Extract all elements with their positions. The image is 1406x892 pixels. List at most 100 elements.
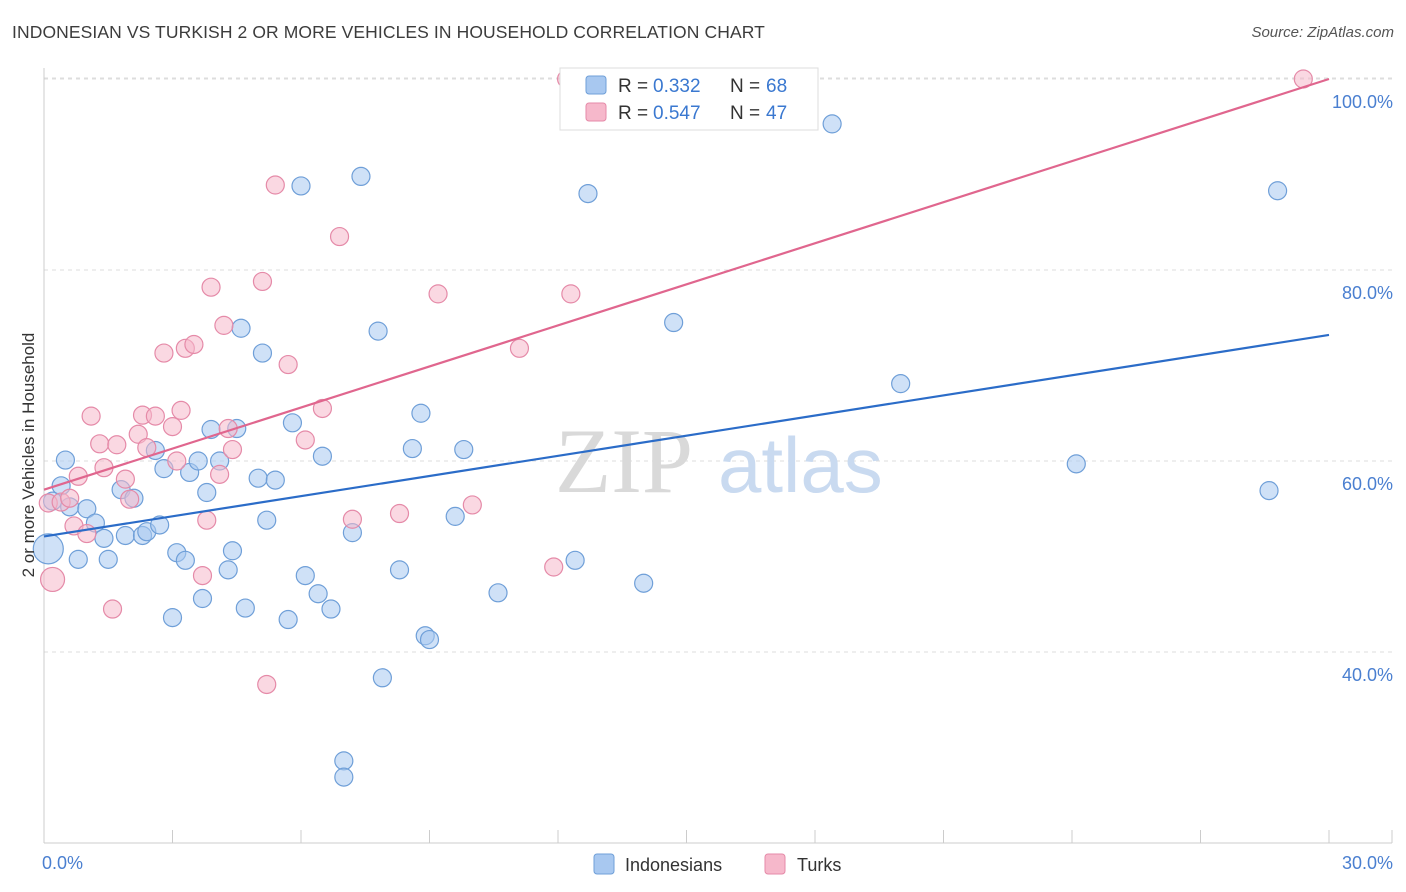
turks-point-10 — [102, 599, 123, 619]
indonesians-point-65 — [1267, 181, 1288, 201]
y-axis-label: 2 or more Vehicles in Household — [19, 333, 38, 578]
turks-point-40 — [428, 284, 448, 304]
indonesians-point-63 — [1066, 454, 1086, 474]
turks-point-18 — [154, 343, 174, 363]
indonesians-points — [32, 114, 1288, 787]
indonesians-point-56 — [488, 583, 508, 603]
indonesians-point-53 — [419, 629, 440, 650]
legend-n-label-indonesians: N = — [730, 76, 760, 97]
turks-point-30 — [222, 439, 243, 460]
turks-point-41 — [462, 495, 482, 515]
indonesians-point-35 — [265, 470, 285, 490]
indonesians-point-9 — [98, 549, 118, 569]
turks-point-26 — [201, 277, 221, 297]
indonesians-point-54 — [445, 506, 465, 526]
indonesians-point-64 — [1259, 481, 1279, 501]
tick-label-layer: 40.0% 60.0% 80.0% 100.0% 0.0% 30.0% — [42, 92, 1393, 873]
indonesians-point-32 — [248, 468, 268, 488]
indonesians-trend-line — [43, 333, 1330, 538]
watermark: ZIP atlas — [555, 410, 883, 512]
chart-source: Source: ZipAtlas.com — [1251, 24, 1394, 41]
indonesians-point-47 — [368, 321, 388, 341]
turks-point-3 — [60, 488, 80, 508]
legend-r-label-turks: R = — [618, 103, 648, 124]
x-tick-label-1: 30.0% — [1342, 853, 1393, 873]
indonesians-point-42 — [321, 599, 341, 619]
watermark-atlas: atlas — [718, 421, 883, 509]
turks-point-32 — [257, 674, 277, 695]
bottom-legend-swatch-indonesians — [593, 853, 615, 875]
turks-point-36 — [312, 398, 333, 419]
turks-point-37 — [329, 226, 350, 247]
legend-n-value-indonesians: 68 — [766, 76, 787, 97]
turks-point-14 — [128, 424, 148, 444]
indonesians-point-60 — [664, 312, 684, 333]
turks-point-24 — [192, 565, 213, 586]
legend-n-label-turks: N = — [730, 103, 760, 124]
indonesians-point-49 — [389, 560, 410, 580]
turks-point-25 — [197, 510, 217, 530]
legend-swatch-turks — [585, 102, 607, 122]
indonesians-point-3 — [55, 450, 76, 470]
turks-point-19 — [162, 417, 183, 437]
turks-point-11 — [107, 435, 127, 455]
indonesians-point-58 — [578, 184, 598, 204]
indonesians-point-50 — [402, 438, 422, 459]
indonesians-point-11 — [115, 525, 135, 546]
indonesians-point-5 — [68, 549, 88, 569]
axes-layer — [43, 68, 1393, 844]
y-tick-label-0: 40.0% — [1342, 665, 1393, 685]
indonesians-point-37 — [282, 413, 303, 433]
turks-point-6 — [77, 523, 97, 544]
y-tick-label-1: 60.0% — [1342, 474, 1393, 494]
grid-layer — [44, 77, 1392, 653]
indonesians-point-40 — [308, 584, 328, 604]
turks-point-31 — [252, 271, 273, 292]
bottom-legend-swatch-turks — [764, 853, 786, 875]
y-tick-label-2: 80.0% — [1342, 283, 1393, 303]
turks-point-35 — [295, 430, 315, 450]
legend-r-value-turks: 0.547 — [653, 103, 701, 124]
turks-point-33 — [265, 175, 285, 195]
y-tick-label-3: 100.0% — [1332, 92, 1393, 112]
indonesians-point-30 — [231, 318, 251, 338]
turks-trend-line — [43, 77, 1330, 491]
turks-points — [38, 69, 1313, 695]
turks-point-28 — [214, 315, 234, 335]
chart-title: INDONESIAN VS TURKISH 2 OR MORE VEHICLES… — [12, 22, 765, 42]
turks-point-43 — [544, 557, 564, 577]
indonesians-point-55 — [454, 439, 474, 460]
turks-point-12 — [115, 469, 135, 489]
bottom-legend: Indonesians Turks — [593, 853, 841, 875]
turks-point-38 — [342, 509, 362, 529]
indonesians-point-62 — [891, 374, 911, 394]
indonesians-point-16 — [150, 515, 170, 535]
turks-point-27 — [210, 464, 230, 484]
indonesians-point-57 — [565, 550, 585, 570]
indonesians-point-23 — [192, 588, 213, 609]
indonesians-point-48 — [372, 668, 392, 688]
indonesians-point-6 — [77, 499, 97, 519]
indonesians-point-31 — [235, 598, 255, 618]
turks-point-34 — [278, 354, 298, 375]
indonesians-point-0 — [32, 533, 64, 565]
indonesians-point-43 — [334, 751, 354, 771]
indonesians-point-33 — [252, 343, 273, 363]
x-tick-label-0: 0.0% — [42, 853, 83, 873]
turks-point-8 — [90, 434, 110, 454]
indonesians-point-28 — [222, 541, 243, 561]
turks-point-17 — [145, 406, 165, 426]
indonesians-point-36 — [278, 609, 298, 630]
indonesians-point-59 — [634, 573, 654, 593]
indonesians-point-20 — [175, 550, 195, 570]
turks-point-13 — [120, 489, 140, 509]
legend-n-value-turks: 47 — [766, 103, 787, 124]
turks-point-44 — [561, 284, 581, 304]
legend-swatch-indonesians — [585, 75, 607, 95]
legend-r-label-indonesians: R = — [618, 76, 648, 97]
turks-point-20 — [167, 451, 187, 471]
indonesians-point-46 — [351, 166, 371, 187]
indonesians-point-18 — [162, 608, 183, 628]
indonesians-point-61 — [822, 114, 842, 134]
bottom-legend-label-indonesians: Indonesians — [625, 855, 722, 875]
